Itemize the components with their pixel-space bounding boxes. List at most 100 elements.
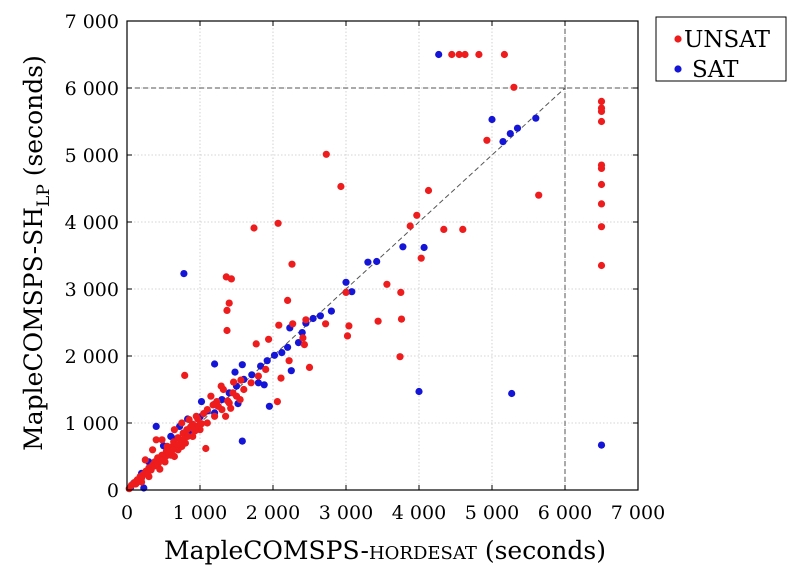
x-tick-label: 1 000 xyxy=(173,502,227,524)
data-point-unsat xyxy=(135,477,143,485)
data-point-unsat xyxy=(141,456,149,464)
data-point-sat xyxy=(263,357,271,365)
data-point-unsat xyxy=(158,436,166,444)
legend-label-unsat: UNSAT xyxy=(684,27,771,53)
legend-box xyxy=(655,16,787,82)
data-point-unsat xyxy=(237,376,245,384)
data-point-sat xyxy=(231,368,239,376)
data-point-sat xyxy=(415,387,423,396)
data-point-sat xyxy=(373,257,381,266)
data-point-unsat xyxy=(170,426,178,434)
data-point-sat xyxy=(248,371,256,379)
data-point-unsat xyxy=(397,315,406,323)
data-point-sat xyxy=(513,124,522,132)
data-point-unsat xyxy=(455,50,463,59)
data-point-unsat xyxy=(225,299,233,307)
data-point-unsat xyxy=(396,353,404,361)
data-point-unsat xyxy=(597,200,606,208)
data-point-unsat xyxy=(322,320,330,328)
x-axis-label-unit: (seconds) xyxy=(477,536,606,565)
data-point-unsat xyxy=(207,392,215,400)
data-point-sat xyxy=(180,270,188,278)
x-axis-label: MapleCOMSPS-hordesat (seconds) xyxy=(164,536,606,565)
data-point-unsat xyxy=(217,382,225,390)
data-point-unsat xyxy=(305,363,314,371)
data-point-unsat xyxy=(288,260,296,268)
data-point-sat xyxy=(399,243,407,251)
data-point-unsat xyxy=(230,378,238,386)
data-point-sat xyxy=(254,379,262,387)
data-point-unsat xyxy=(383,280,391,288)
data-point-sat xyxy=(597,441,606,449)
data-point-unsat xyxy=(285,357,293,365)
x-tick-label: 3 000 xyxy=(319,502,373,524)
data-point-unsat xyxy=(170,452,178,461)
legend-label-sat: SAT xyxy=(692,57,739,83)
data-point-unsat xyxy=(229,389,237,397)
data-point-unsat xyxy=(440,225,448,233)
data-point-sat xyxy=(342,278,350,286)
y-tick-label: 2 000 xyxy=(65,346,119,368)
data-point-unsat xyxy=(197,420,206,428)
data-point-unsat xyxy=(597,164,606,172)
data-point-unsat xyxy=(189,432,197,440)
data-point-sat xyxy=(309,314,317,323)
data-point-unsat xyxy=(273,398,281,406)
data-point-unsat xyxy=(510,83,518,91)
data-point-unsat xyxy=(483,136,491,144)
data-point-unsat xyxy=(275,321,283,329)
data-point-unsat xyxy=(343,332,352,340)
data-point-sat xyxy=(435,50,443,59)
data-point-unsat xyxy=(163,442,171,450)
data-point-sat xyxy=(316,312,324,320)
data-point-sat xyxy=(197,398,206,406)
data-point-sat xyxy=(327,307,335,315)
data-point-unsat xyxy=(597,180,606,189)
x-tick-label: 4 000 xyxy=(392,502,446,524)
data-point-sat xyxy=(364,258,372,266)
data-point-unsat xyxy=(223,306,231,314)
data-point-unsat xyxy=(265,335,273,343)
data-point-unsat xyxy=(289,320,297,328)
data-point-unsat xyxy=(240,385,248,394)
y-axis-label: MapleCOMSPS-SHLP (seconds) xyxy=(19,55,54,451)
x-axis-label-main: MapleCOMSPS- xyxy=(164,536,369,565)
data-point-unsat xyxy=(262,365,270,373)
data-point-unsat xyxy=(417,254,425,262)
data-point-unsat xyxy=(250,224,258,232)
data-point-unsat xyxy=(299,334,307,342)
y-tick-label: 0 xyxy=(107,480,119,502)
data-point-unsat xyxy=(247,379,255,387)
data-point-unsat xyxy=(500,50,508,59)
x-tick-label: 2 000 xyxy=(246,502,300,524)
data-point-unsat xyxy=(448,50,456,59)
axis-ticks xyxy=(126,20,639,491)
data-point-sat xyxy=(152,422,160,430)
y-tick-label: 7 000 xyxy=(65,11,119,33)
data-point-unsat xyxy=(214,402,222,410)
data-point-sat xyxy=(284,343,292,351)
data-point-unsat xyxy=(200,410,208,418)
data-point-unsat xyxy=(227,275,235,283)
data-points xyxy=(125,50,606,493)
data-point-sat xyxy=(211,360,219,368)
data-point-unsat xyxy=(192,412,200,420)
data-point-sat xyxy=(257,362,265,370)
data-point-unsat xyxy=(203,419,211,427)
data-point-unsat xyxy=(178,419,186,427)
legend-marker-unsat xyxy=(674,35,682,43)
data-point-sat xyxy=(488,115,496,124)
data-point-unsat xyxy=(277,374,285,382)
y-tick-label: 3 000 xyxy=(65,279,119,301)
x-axis-label-smallcaps: hordesat xyxy=(369,536,477,565)
data-point-unsat xyxy=(181,371,189,379)
plot-frame xyxy=(126,20,639,491)
y-tick-label: 1 000 xyxy=(65,413,119,435)
data-point-unsat xyxy=(274,219,282,227)
x-tick-label: 7 000 xyxy=(611,502,665,524)
y-axis-label-subscript: LP xyxy=(34,184,54,207)
data-point-unsat xyxy=(322,150,330,158)
data-point-unsat xyxy=(152,436,160,444)
data-point-unsat xyxy=(227,404,235,412)
